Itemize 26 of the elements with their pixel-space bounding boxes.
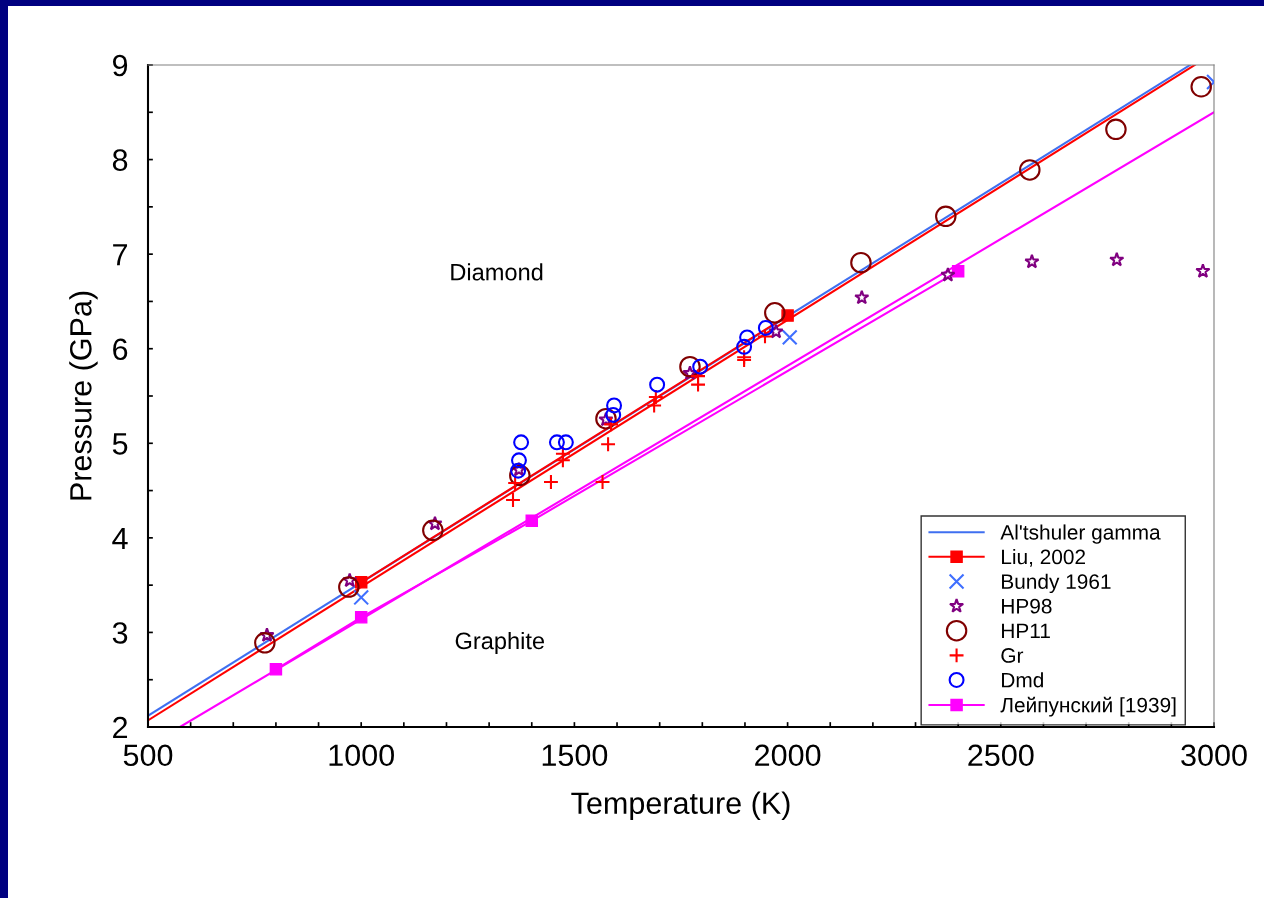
- legend-label: Лейпунский [1939]: [1000, 696, 1176, 717]
- x-tick-label: 3000: [1181, 744, 1247, 767]
- x-tick-label: 1000: [329, 744, 394, 767]
- legend-label: Liu, 2002: [1002, 549, 1085, 567]
- x-tick-label: 2000: [755, 744, 821, 767]
- x-tick-label: 2500: [968, 744, 1034, 767]
- legend-label: Dmd: [1002, 672, 1043, 688]
- annotation: Diamond: [451, 263, 543, 281]
- x-axis-title: Temperature (K): [571, 791, 790, 821]
- legend-label: HP98: [1002, 598, 1052, 614]
- x-tick-label: 1500: [542, 744, 608, 767]
- y-tick-label: 9: [113, 54, 128, 77]
- annotation: Graphite: [455, 631, 545, 654]
- y-tick-label: 2: [113, 716, 128, 739]
- y-axis-title: Pressure (GPa): [69, 291, 98, 500]
- y-tick-label: 4: [112, 527, 128, 549]
- legend-label: Gr: [1001, 648, 1024, 663]
- legend-label: Al'tshuler gamma: [1000, 524, 1161, 544]
- x-tick-label: 500: [123, 744, 173, 767]
- legend-label: Bundy 1961: [1002, 573, 1111, 594]
- y-tick-label: 7: [113, 244, 128, 266]
- y-tick-label: 3: [112, 622, 128, 644]
- y-tick-label: 8: [112, 149, 128, 171]
- y-tick-label: 5: [112, 433, 128, 455]
- y-tick-label: 6: [113, 338, 128, 361]
- legend-label: HP11: [1002, 623, 1050, 639]
